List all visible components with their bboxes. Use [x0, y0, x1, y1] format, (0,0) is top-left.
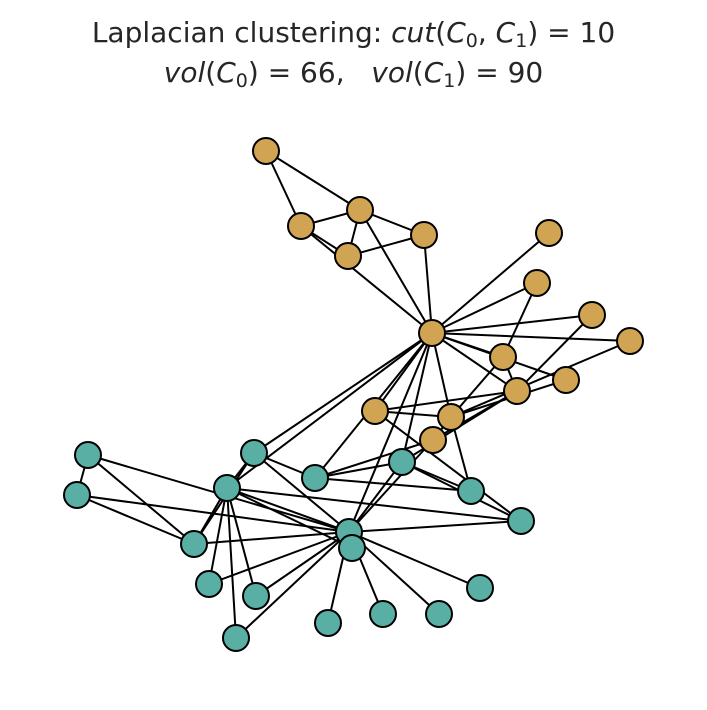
graph-edge: [314, 461, 403, 479]
graph-edge: [348, 332, 433, 533]
graph-edge: [431, 332, 518, 392]
graph-edge: [314, 439, 434, 479]
vol0-value: = 66,: [258, 56, 345, 89]
graph-edge: [348, 531, 481, 589]
graph-edge: [226, 487, 353, 549]
graph-node-cluster-1: [242, 582, 270, 610]
graph-edge: [314, 477, 472, 492]
cluster-0-symbol: C: [446, 16, 466, 49]
graph-edge: [516, 314, 593, 392]
vol1-value: = 90: [466, 56, 544, 89]
graph-edge: [431, 314, 593, 334]
graph-node-cluster-0: [334, 242, 362, 270]
graph-edge: [76, 494, 195, 545]
graph-node-cluster-0: [552, 366, 580, 394]
graph-edge: [226, 487, 350, 533]
graph-node-cluster-1: [466, 574, 494, 602]
graph-edge: [208, 487, 228, 585]
vol-function-label-0: vol: [163, 56, 206, 89]
graph-edge: [431, 332, 452, 418]
graph-nodes: [63, 137, 644, 652]
graph-edge: [300, 225, 433, 334]
graph-node-cluster-0: [503, 377, 531, 405]
graph-node-cluster-1: [369, 600, 397, 628]
chart-title-line-2: vol(C0) = 66, vol(C1) = 90: [163, 56, 544, 92]
graph-edge: [253, 452, 350, 533]
graph-node-cluster-0: [361, 397, 389, 425]
graph-node-cluster-1: [425, 600, 453, 628]
vol0-cluster-subscript: 0: [235, 70, 248, 92]
graph-edge: [431, 232, 550, 334]
graph-edge: [359, 209, 433, 334]
vol1-cluster-subscript: 1: [443, 70, 456, 92]
graph-node-cluster-1: [314, 609, 342, 637]
graph-node-cluster-1: [507, 507, 535, 535]
graph-node-cluster-1: [338, 534, 366, 562]
graph-node-cluster-0: [252, 137, 280, 165]
graph-edge: [348, 461, 403, 533]
graph-edge: [253, 332, 433, 454]
graph-edge: [226, 487, 522, 522]
graph-node-cluster-0: [523, 269, 551, 297]
graph-edge: [265, 150, 361, 211]
graph-node-cluster-1: [180, 530, 208, 558]
graph-node-cluster-0: [419, 426, 447, 454]
graph-edge: [374, 390, 518, 412]
graph-node-cluster-0: [535, 219, 563, 247]
graph-node-cluster-1: [301, 464, 329, 492]
cluster-1-symbol: C: [495, 16, 516, 49]
vol1-cluster-symbol: C: [423, 56, 444, 89]
graph-edge: [226, 487, 257, 597]
graph-node-cluster-0: [616, 327, 644, 355]
graph-node-cluster-1: [74, 441, 102, 469]
graph-node-cluster-0: [410, 221, 438, 249]
graph-edge: [431, 332, 631, 342]
cluster-0-subscript: 0: [465, 30, 478, 52]
graph-edge: [423, 234, 433, 334]
graph-edge: [401, 332, 433, 463]
vol-function-label-1: vol: [371, 56, 413, 89]
chart-title-line-1: Laplacian clustering: cut(C0, C1) = 10: [91, 16, 616, 52]
graph-edge: [348, 439, 434, 533]
vol0-cluster-symbol: C: [216, 56, 236, 89]
graph-node-cluster-0: [489, 343, 517, 371]
graph-edge: [87, 454, 195, 545]
graph-edge: [208, 531, 350, 585]
graph-edge: [431, 282, 538, 334]
graph-edge: [348, 520, 522, 533]
graph-node-cluster-1: [222, 624, 250, 652]
graph-node-cluster-1: [63, 481, 91, 509]
cut-value: = 10: [538, 16, 616, 49]
graph-node-cluster-1: [240, 439, 268, 467]
graph-edge: [255, 531, 350, 597]
graph-edge: [235, 531, 350, 639]
cluster-1-subscript: 1: [515, 30, 528, 52]
graph-node-cluster-0: [437, 403, 465, 431]
graph-node-cluster-1: [195, 570, 223, 598]
cut-function-label: cut: [391, 16, 436, 49]
graph-node-cluster-1: [213, 474, 241, 502]
graph-node-cluster-0: [287, 212, 315, 240]
graph-node-cluster-1: [457, 477, 485, 505]
graph-edge: [450, 340, 631, 418]
graph-edge: [226, 487, 237, 639]
graph-node-cluster-0: [578, 301, 606, 329]
graph-node-cluster-0: [418, 319, 446, 347]
graph-node-cluster-0: [346, 196, 374, 224]
title-prefix: Laplacian clustering:: [91, 16, 392, 49]
graph-edge: [374, 410, 522, 522]
graph-node-cluster-1: [388, 448, 416, 476]
